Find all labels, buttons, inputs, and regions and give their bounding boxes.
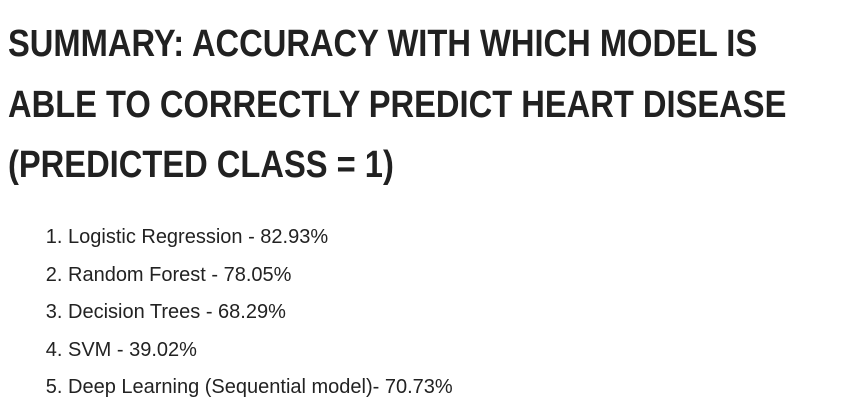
list-item: Random Forest - 78.05% xyxy=(68,257,453,295)
title-line: SUMMARY: ACCURACY WITH WHICH MODEL IS xyxy=(8,23,758,65)
list-item: Decision Trees - 68.29% xyxy=(68,294,453,332)
list-item: Logistic Regression - 82.93% xyxy=(68,219,453,257)
page-title: SUMMARY: ACCURACY WITH WHICH MODEL IS AB… xyxy=(8,14,786,196)
list-item: SVM - 39.02% xyxy=(68,332,453,370)
title-line: (PREDICTED CLASS = 1) xyxy=(8,144,394,186)
title-line: ABLE TO CORRECTLY PREDICT HEART DISEASE xyxy=(8,83,787,126)
model-accuracy-list: Logistic Regression - 82.93% Random Fore… xyxy=(0,219,453,407)
list-item: Deep Learning (Sequential model)- 70.73% xyxy=(68,369,453,407)
